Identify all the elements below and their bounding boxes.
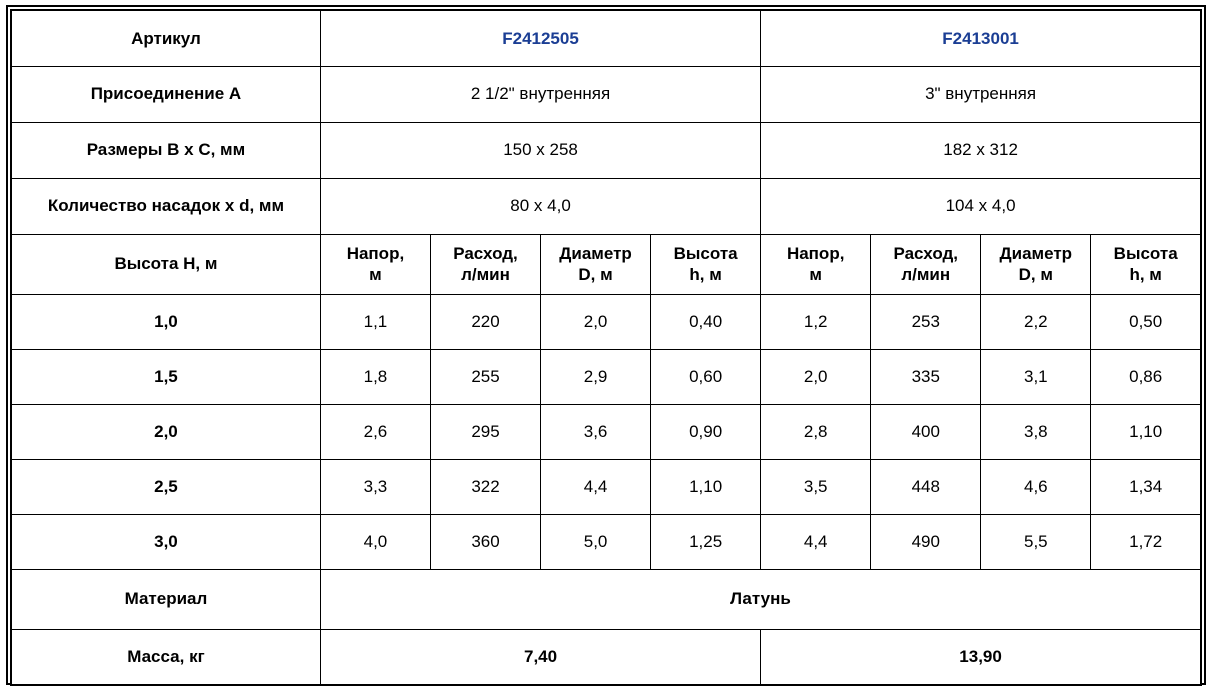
perf-row-4: 2,5 3,3 322 4,4 1,10 3,5 448 4,6 1,34 (10, 458, 1202, 515)
perf-cell: 335 (870, 348, 982, 405)
dimensions-value-2: 182 x 312 (760, 121, 1202, 179)
perf-cell: 2,0 (540, 293, 652, 350)
article-number-2[interactable]: F2413001 (760, 9, 1202, 67)
height-value: 1,5 (10, 348, 321, 405)
row-mass: Масса, кг 7,40 13,90 (10, 628, 1202, 686)
mass-value-1: 7,40 (319, 628, 762, 686)
perf-cell: 400 (870, 403, 982, 460)
mass-row-label: Масса, кг (10, 628, 321, 686)
height-value: 1,0 (10, 293, 321, 350)
perf-cell: 3,8 (980, 403, 1092, 460)
perf-cell: 1,72 (1090, 513, 1202, 570)
material-value: Латунь (319, 568, 1202, 630)
perf-cell: 5,5 (980, 513, 1092, 570)
perf-row-1: 1,0 1,1 220 2,0 0,40 1,2 253 2,2 0,50 (10, 293, 1202, 350)
article-row-label: Артикул (10, 9, 321, 67)
perf-cell: 0,60 (650, 348, 762, 405)
perf-col-header-height-1: Высота h, м (650, 233, 762, 295)
mass-value-2: 13,90 (760, 628, 1202, 686)
nozzle-count-value-1: 80 x 4,0 (319, 177, 762, 235)
perf-cell: 2,9 (540, 348, 652, 405)
perf-cell: 1,34 (1090, 458, 1202, 515)
dimensions-row-label: Размеры B x C, мм (10, 121, 321, 179)
row-dimensions: Размеры B x C, мм 150 x 258 182 x 312 (10, 121, 1202, 179)
perf-cell: 253 (870, 293, 982, 350)
height-column-header: Высота H, м (10, 233, 321, 295)
perf-cell: 3,1 (980, 348, 1092, 405)
perf-cell: 3,3 (319, 458, 431, 515)
perf-cell: 0,90 (650, 403, 762, 460)
perf-col-header-pressure-1: Напор, м (319, 233, 431, 295)
table-frame: Артикул F2412505 F2413001 Присоединение … (6, 5, 1206, 686)
row-article: Артикул F2412505 F2413001 (10, 9, 1202, 67)
perf-col-header-flow-1: Расход, л/мин (429, 233, 542, 295)
height-value: 2,5 (10, 458, 321, 515)
perf-cell: 3,5 (760, 458, 872, 515)
perf-cell: 1,2 (760, 293, 872, 350)
connection-value-1: 2 1/2" внутренняя (319, 65, 762, 123)
material-row-label: Материал (10, 568, 321, 630)
nozzle-count-row-label: Количество насадок x d, мм (10, 177, 321, 235)
perf-col-header-pressure-2: Напор, м (760, 233, 872, 295)
perf-cell: 0,50 (1090, 293, 1202, 350)
perf-cell: 4,0 (319, 513, 431, 570)
perf-row-2: 1,5 1,8 255 2,9 0,60 2,0 335 3,1 0,86 (10, 348, 1202, 405)
perf-cell: 2,6 (319, 403, 431, 460)
perf-header-row: Высота H, м Напор, м Расход, л/мин Диаме… (10, 233, 1202, 295)
perf-cell: 0,40 (650, 293, 762, 350)
height-value: 2,0 (10, 403, 321, 460)
perf-col-header-diameter-1: Диаметр D, м (540, 233, 652, 295)
row-material: Материал Латунь (10, 568, 1202, 630)
row-connection: Присоединение А 2 1/2" внутренняя 3" вну… (10, 65, 1202, 123)
dimensions-value-1: 150 x 258 (319, 121, 762, 179)
perf-cell: 1,10 (1090, 403, 1202, 460)
perf-row-3: 2,0 2,6 295 3,6 0,90 2,8 400 3,8 1,10 (10, 403, 1202, 460)
connection-row-label: Присоединение А (10, 65, 321, 123)
perf-cell: 490 (870, 513, 982, 570)
article-number-1[interactable]: F2412505 (319, 9, 762, 67)
perf-cell: 360 (429, 513, 542, 570)
perf-cell: 1,25 (650, 513, 762, 570)
perf-cell: 322 (429, 458, 542, 515)
perf-col-header-height-2: Высота h, м (1090, 233, 1202, 295)
perf-cell: 4,4 (540, 458, 652, 515)
height-value: 3,0 (10, 513, 321, 570)
perf-cell: 4,4 (760, 513, 872, 570)
product-spec-table: Артикул F2412505 F2413001 Присоединение … (10, 9, 1202, 686)
perf-cell: 4,6 (980, 458, 1092, 515)
perf-cell: 255 (429, 348, 542, 405)
perf-cell: 1,8 (319, 348, 431, 405)
row-nozzle-count: Количество насадок x d, мм 80 x 4,0 104 … (10, 177, 1202, 235)
perf-cell: 1,10 (650, 458, 762, 515)
perf-cell: 3,6 (540, 403, 652, 460)
perf-cell: 2,2 (980, 293, 1092, 350)
perf-row-5: 3,0 4,0 360 5,0 1,25 4,4 490 5,5 1,72 (10, 513, 1202, 570)
nozzle-count-value-2: 104 x 4,0 (760, 177, 1202, 235)
perf-cell: 448 (870, 458, 982, 515)
perf-cell: 0,86 (1090, 348, 1202, 405)
perf-cell: 2,8 (760, 403, 872, 460)
perf-cell: 5,0 (540, 513, 652, 570)
perf-cell: 1,1 (319, 293, 431, 350)
connection-value-2: 3" внутренняя (760, 65, 1202, 123)
perf-col-header-flow-2: Расход, л/мин (870, 233, 982, 295)
perf-cell: 2,0 (760, 348, 872, 405)
perf-col-header-diameter-2: Диаметр D, м (980, 233, 1092, 295)
perf-cell: 220 (429, 293, 542, 350)
perf-cell: 295 (429, 403, 542, 460)
